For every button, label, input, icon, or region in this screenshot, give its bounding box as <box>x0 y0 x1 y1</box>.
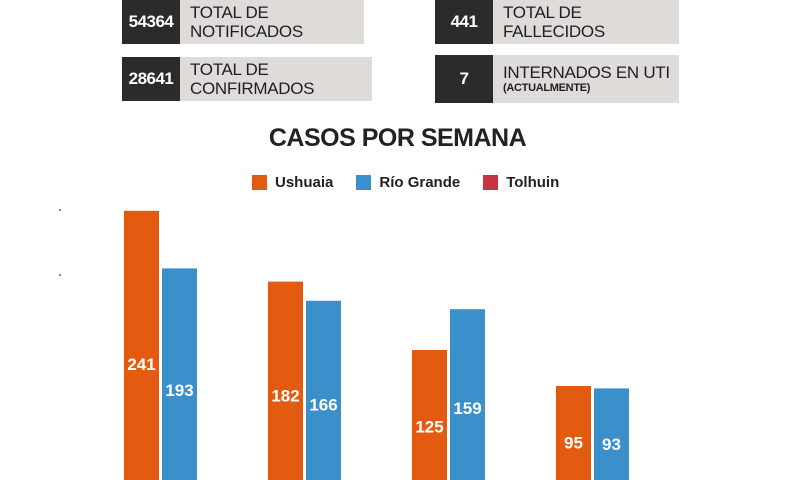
stat-internados-uti: 7 INTERNADOS EN UTI (ACTUALMENTE) <box>435 55 679 103</box>
bar-value-label: 159 <box>453 399 481 418</box>
legend-label: Río Grande <box>379 173 461 191</box>
stat-value: 54364 <box>122 0 180 44</box>
tick-mark <box>59 209 61 211</box>
chart-title: CASOS POR SEMANA <box>268 124 527 152</box>
stat-sublabel: (ACTUALMENTE) <box>503 82 591 94</box>
stat-total-notificados: 54364 TOTAL DE NOTIFICADOS <box>122 0 364 44</box>
stat-label: TOTAL DE CONFIRMADOS <box>180 57 372 101</box>
bar-value-label: 182 <box>271 387 299 406</box>
stat-label-group: INTERNADOS EN UTI (ACTUALMENTE) <box>493 55 679 103</box>
stat-label: TOTAL DE NOTIFICADOS <box>180 0 364 44</box>
stat-label: TOTAL DE FALLECIDOS <box>493 0 679 44</box>
bar-value-label: 193 <box>165 381 193 400</box>
stat-value: 7 <box>435 55 493 103</box>
bar-value-label: 125 <box>415 418 443 437</box>
legend-swatch <box>483 174 499 190</box>
bar-value-label: 166 <box>309 395 337 414</box>
bar-ushuaia-2 <box>268 281 303 480</box>
bar-ushuaia-1 <box>124 210 159 480</box>
legend-item-ushuaia: Ushuaia <box>252 174 333 191</box>
stat-total-fallecidos: 441 TOTAL DE FALLECIDOS <box>435 0 679 44</box>
legend-swatch <box>252 174 267 190</box>
bar-rio-grande-1 <box>162 268 197 480</box>
bar-value-label: 93 <box>602 435 621 454</box>
stat-value: 441 <box>435 0 493 44</box>
bar-ushuaia-4 <box>556 386 591 480</box>
legend-label: Tolhuin <box>506 173 560 191</box>
legend-item-rio-grande: Río Grande <box>356 174 460 191</box>
legend-label: Ushuaia <box>275 173 334 191</box>
bar-rio-grande-3 <box>450 309 485 480</box>
stat-value: 28641 <box>122 57 180 101</box>
bar-value-label: 241 <box>127 355 155 374</box>
legend-item-tolhuin: Tolhuin <box>483 174 559 191</box>
stat-total-confirmados: 28641 TOTAL DE CONFIRMADOS <box>122 57 372 101</box>
legend-swatch <box>356 174 372 190</box>
bar-rio-grande-4 <box>594 388 629 480</box>
stat-label: INTERNADOS EN UTI <box>503 63 670 82</box>
tick-mark <box>59 274 61 276</box>
chart-legend: Ushuaia Río Grande Tolhuin <box>252 171 582 193</box>
bar-value-label: 95 <box>564 434 583 453</box>
bar-rio-grande-2 <box>306 300 341 480</box>
bar-ushuaia-3 <box>412 350 447 480</box>
